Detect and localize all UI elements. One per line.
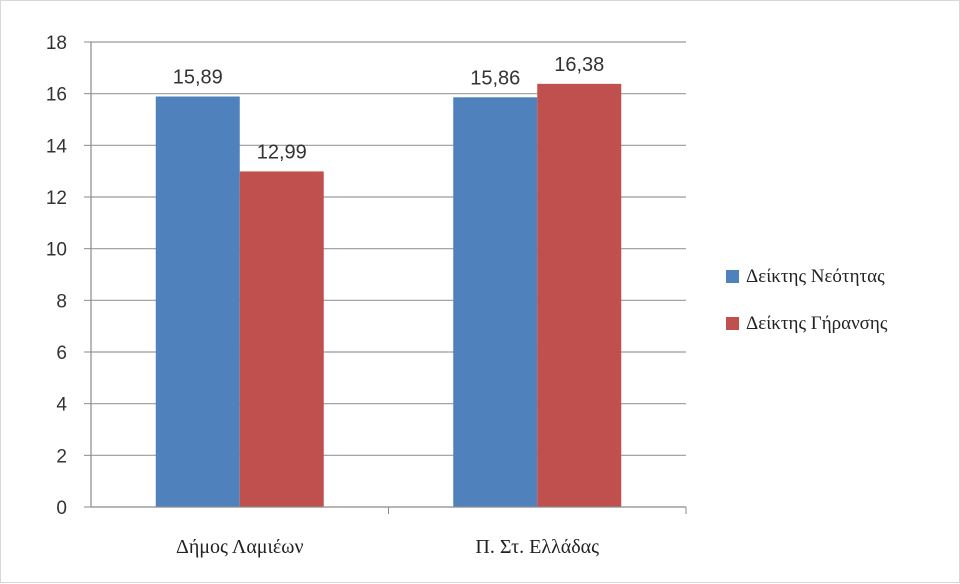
labels: 0 2 4 6 8 10 12 14 16 18 15,89 12,99 Δήμος Λαμιέων 15… [46, 33, 604, 558]
axes [84, 41, 687, 514]
y-tick-label: 0 [56, 498, 67, 519]
data-label: 16,38 [554, 54, 604, 76]
bar-aging-index [239, 171, 324, 508]
y-tick-label: 14 [46, 136, 68, 157]
legend-label: Δείκτης Γήρανσης [746, 313, 888, 334]
data-label: 12,99 [257, 141, 307, 163]
legend-swatch [726, 270, 739, 283]
data-label: 15,86 [470, 67, 520, 89]
y-tick-label: 4 [56, 395, 67, 416]
bar-youth-index [453, 97, 538, 508]
data-label: 15,89 [173, 67, 223, 89]
legend-swatch [726, 317, 739, 330]
bar-youth-index [155, 96, 240, 507]
bar-aging-index [537, 83, 622, 507]
y-tick-label: 10 [46, 240, 67, 261]
legend: Δείκτης Νεότητας Δείκτης Γήρανσης [726, 266, 888, 334]
y-tick-label: 6 [56, 343, 67, 364]
y-tick-label: 8 [56, 291, 67, 312]
legend-label: Δείκτης Νεότητας [746, 266, 885, 287]
bars [155, 83, 622, 508]
y-tick-label: 18 [46, 33, 67, 54]
y-tick-label: 16 [46, 85, 67, 106]
y-tick-label: 2 [56, 446, 67, 467]
y-tick-label: 12 [46, 188, 67, 209]
category-label: Π. Στ. Ελλάδας [475, 536, 599, 558]
category-label: Δήμος Λαμιέων [176, 536, 304, 558]
